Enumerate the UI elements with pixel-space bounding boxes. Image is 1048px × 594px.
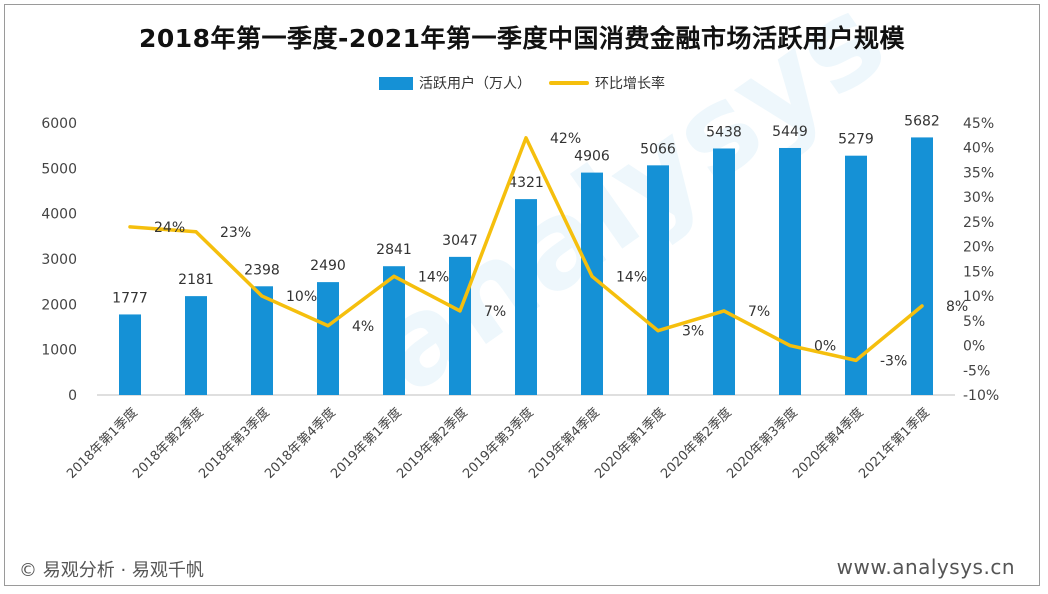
right-tick-label: 0% <box>963 339 985 355</box>
footer-source: © 易观分析 · 易观千帆 <box>19 560 204 581</box>
bar <box>383 266 405 395</box>
bar <box>515 199 537 395</box>
category-label: 2020年第4季度 <box>789 405 866 482</box>
bar <box>647 165 669 395</box>
legend-bar-swatch <box>379 76 413 90</box>
left-tick-label: 3000 <box>41 252 77 268</box>
bar <box>713 148 735 395</box>
right-tick-label: 40% <box>963 141 994 157</box>
line-value-label: 14% <box>616 269 647 285</box>
bar <box>317 282 339 395</box>
line-value-label: 3% <box>682 324 704 340</box>
category-label: 2019年第2季度 <box>393 405 470 482</box>
bar-value-label: 5449 <box>772 124 808 140</box>
right-tick-label: 5% <box>963 314 985 330</box>
chart-frame: analysys 2018年第一季度-2021年第一季度中国消费金融市场活跃用户… <box>4 0 1040 586</box>
legend-line-swatch <box>549 81 589 85</box>
bar-value-label: 4906 <box>574 149 610 165</box>
bar <box>449 256 471 395</box>
line-value-label: 10% <box>286 289 317 305</box>
bar <box>845 155 867 395</box>
left-tick-label: 6000 <box>41 116 77 132</box>
category-label: 2021年第1季度 <box>855 405 932 482</box>
line-value-label: 0% <box>814 339 836 355</box>
category-label: 2019年第1季度 <box>327 405 404 482</box>
legend-item-bar: 活跃用户（万人） <box>379 73 531 93</box>
line-value-label: 42% <box>550 131 581 147</box>
left-tick-label: 4000 <box>41 207 77 223</box>
left-tick-label: 1000 <box>41 343 77 359</box>
chart-title: 2018年第一季度-2021年第一季度中国消费金融市场活跃用户规模 <box>138 24 906 53</box>
line-point <box>524 136 528 140</box>
bar-value-label: 5438 <box>706 124 742 140</box>
line-value-label: 4% <box>352 319 374 335</box>
bar <box>119 314 141 395</box>
bar-value-label: 2841 <box>376 242 412 258</box>
right-tick-label: 25% <box>963 215 994 231</box>
right-tick-label: 30% <box>963 190 994 206</box>
line-point <box>920 304 924 308</box>
legend-line-label: 环比增长率 <box>595 76 665 92</box>
category-label: 2019年第4季度 <box>525 405 602 482</box>
category-label: 2020年第1季度 <box>591 405 668 482</box>
right-tick-label: 45% <box>963 116 994 132</box>
line-point <box>392 274 396 278</box>
line-value-label: -3% <box>880 353 907 369</box>
line-point <box>458 309 462 313</box>
bar <box>251 286 273 395</box>
bar-value-label: 3047 <box>442 233 478 249</box>
right-tick-label: -5% <box>963 363 990 379</box>
legend-bar-label: 活跃用户（万人） <box>419 76 531 92</box>
bar <box>185 296 207 395</box>
bar-value-label: 2398 <box>244 262 280 278</box>
legend-item-line: 环比增长率 <box>549 73 665 93</box>
bar-value-label: 4321 <box>508 175 544 191</box>
line-point <box>854 358 858 362</box>
bar-value-label: 2490 <box>310 258 346 274</box>
footer-website: www.analysys.cn <box>836 555 1015 579</box>
category-label: 2018年第3季度 <box>195 405 272 482</box>
bar-value-label: 5682 <box>904 113 940 129</box>
bar <box>911 137 933 395</box>
bar-value-label: 5066 <box>640 141 676 157</box>
right-tick-label: 15% <box>963 264 994 280</box>
line-value-label: 7% <box>484 304 506 320</box>
left-tick-label: 0 <box>68 388 77 404</box>
line-value-label: 8% <box>946 299 968 315</box>
right-tick-label: 10% <box>963 289 994 305</box>
category-label: 2018年第4季度 <box>261 405 338 482</box>
category-label: 2020年第3季度 <box>723 405 800 482</box>
line-point <box>128 225 132 229</box>
line-point <box>590 274 594 278</box>
left-tick-label: 2000 <box>41 297 77 313</box>
line-point <box>194 230 198 234</box>
line-value-label: 7% <box>748 304 770 320</box>
line-value-label: 23% <box>220 225 251 241</box>
line-point <box>788 344 792 348</box>
left-tick-label: 5000 <box>41 161 77 177</box>
line-point <box>326 324 330 328</box>
right-tick-label: 20% <box>963 240 994 256</box>
line-point <box>656 329 660 333</box>
bar-value-label: 2181 <box>178 272 214 288</box>
bar <box>581 172 603 395</box>
right-tick-label: 35% <box>963 165 994 181</box>
category-label: 2018年第2季度 <box>129 405 206 482</box>
line-point <box>722 309 726 313</box>
category-label: 2018年第1季度 <box>63 405 140 482</box>
line-value-label: 14% <box>418 269 449 285</box>
right-tick-label: -10% <box>963 388 999 404</box>
line-value-label: 24% <box>154 220 185 236</box>
bar-value-label: 1777 <box>112 290 148 306</box>
chart-legend: 活跃用户（万人） 环比增长率 <box>5 73 1039 93</box>
bar-value-label: 5279 <box>838 132 874 148</box>
bar <box>779 147 801 395</box>
chart-plot: 0 1000 2000 3000 4000 5000 6000 -10% -5% 0% 5% 10% 1… <box>41 113 999 482</box>
category-label: 2020年第2季度 <box>657 405 734 482</box>
category-label: 2019年第3季度 <box>459 405 536 482</box>
line-point <box>260 294 264 298</box>
